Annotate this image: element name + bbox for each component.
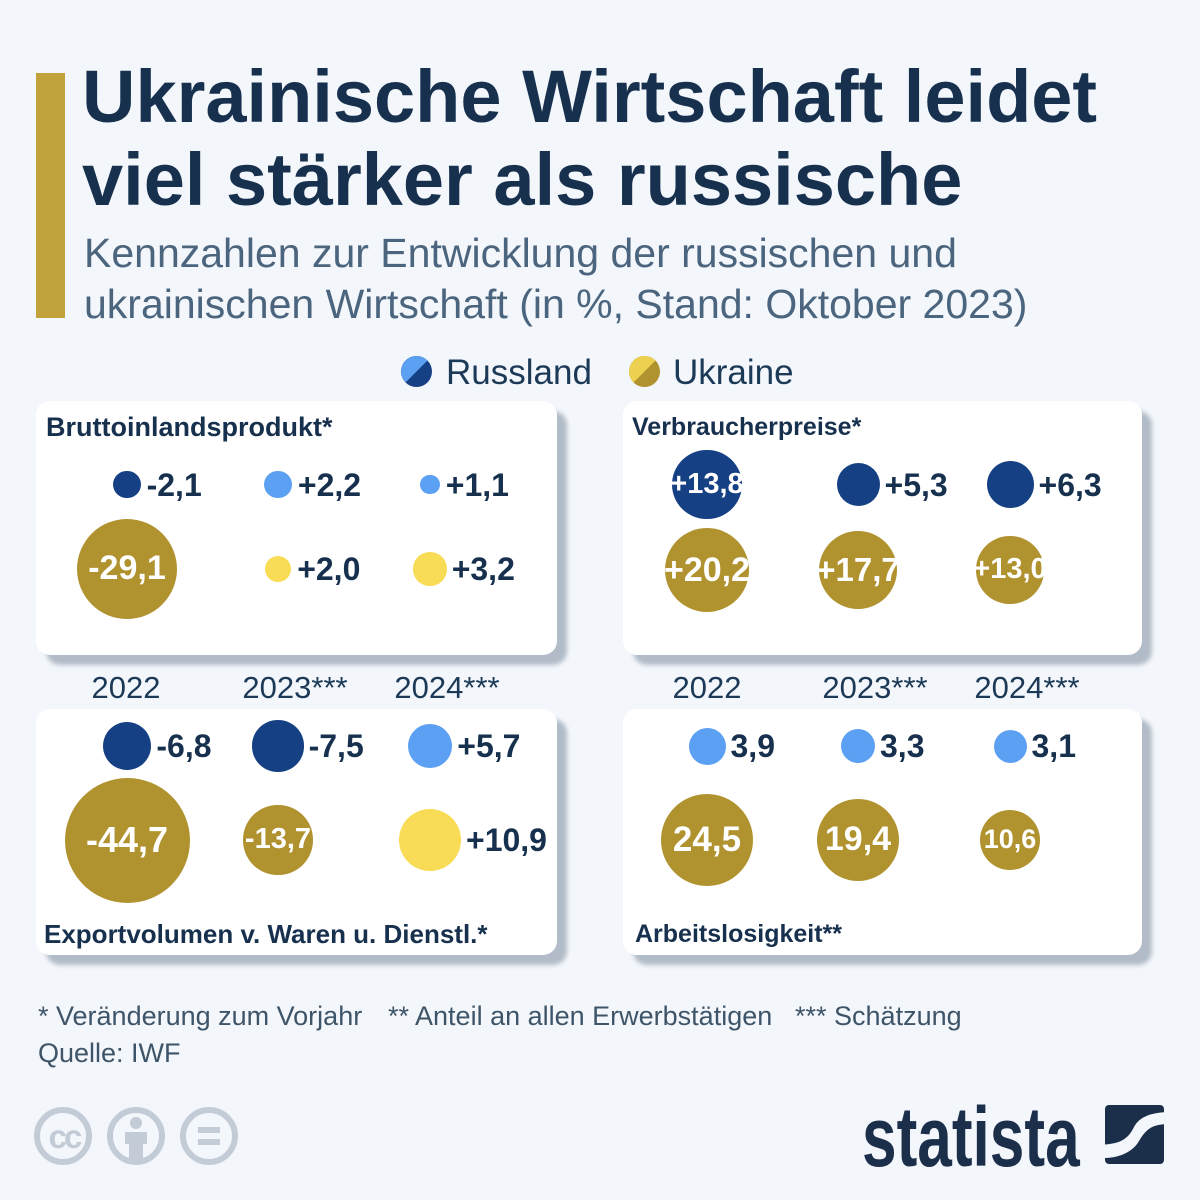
svg-text:cc: cc [49, 1118, 82, 1155]
